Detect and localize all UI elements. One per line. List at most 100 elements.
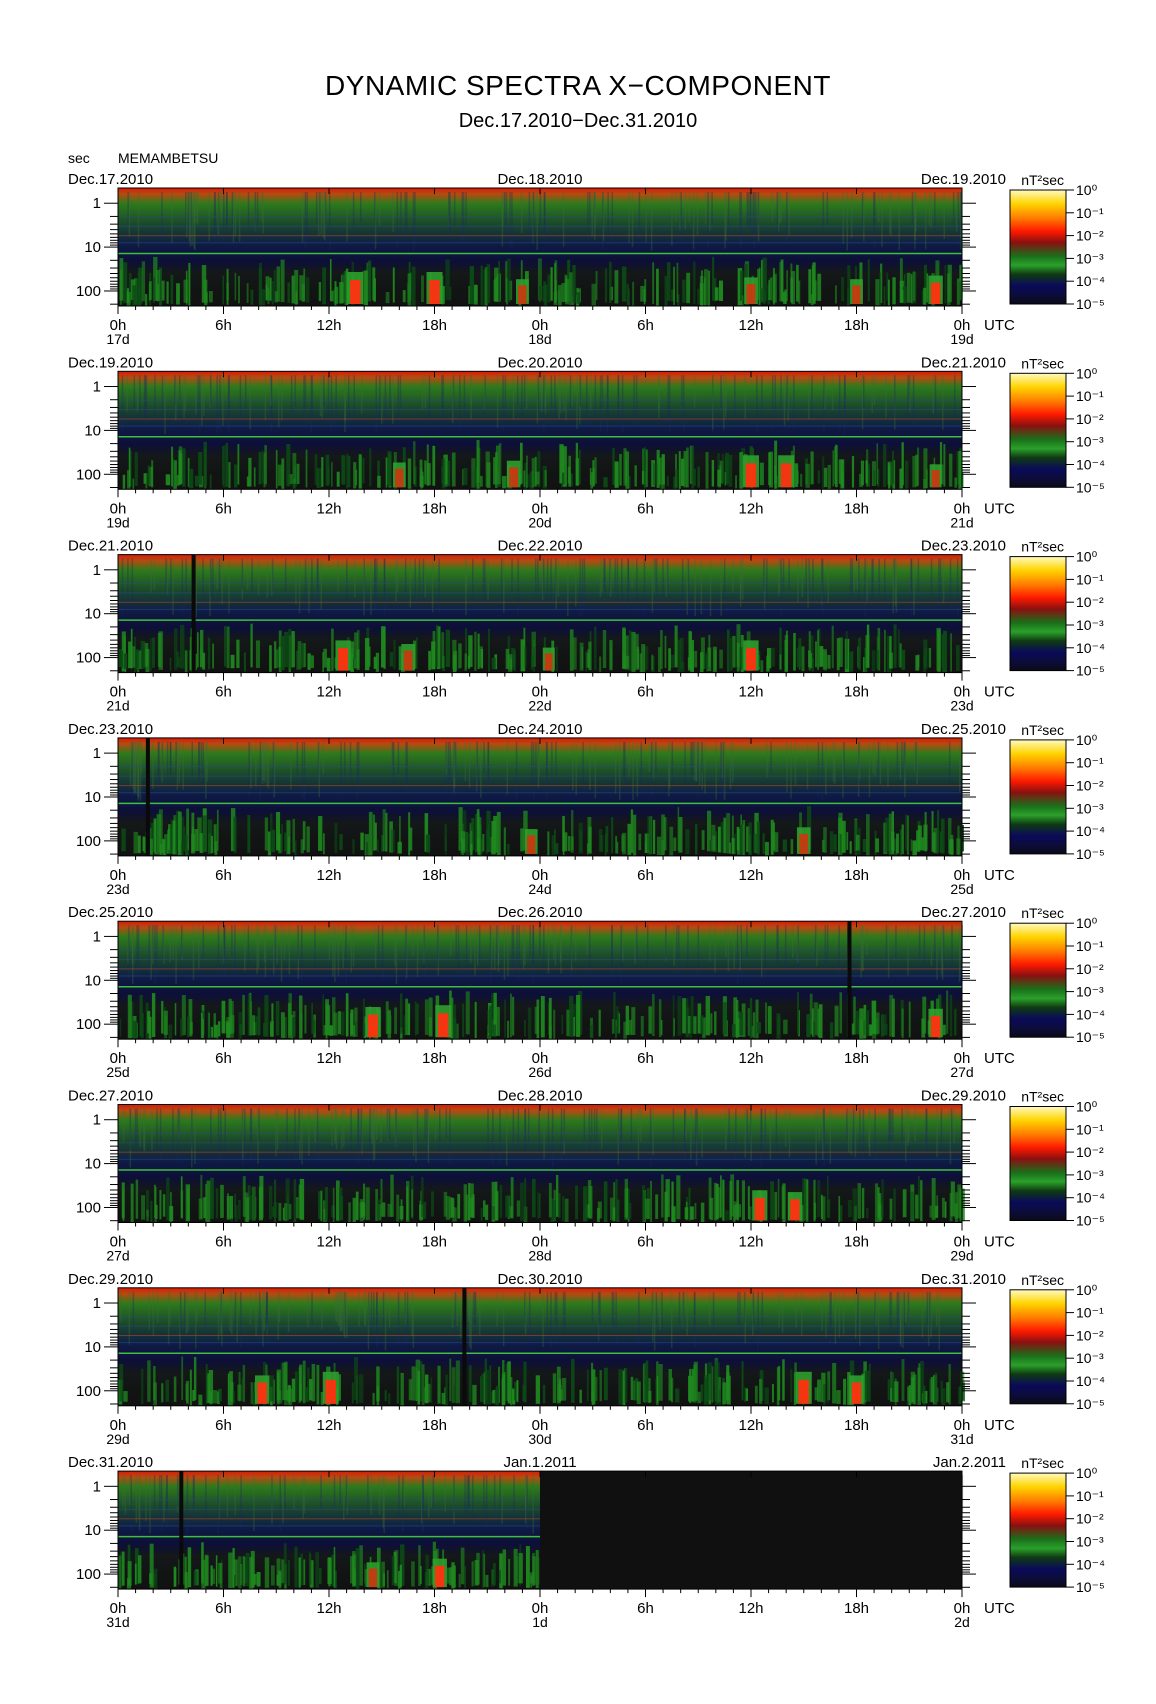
activity-streak bbox=[269, 1020, 274, 1037]
texture-streak bbox=[771, 375, 774, 429]
activity-streak bbox=[949, 994, 953, 1037]
activity-streak bbox=[143, 473, 147, 484]
activity-streak bbox=[604, 268, 608, 303]
activity-streak bbox=[624, 655, 630, 670]
day-label-right: 27d bbox=[950, 1064, 973, 1080]
texture-streak bbox=[593, 192, 596, 240]
texture-streak bbox=[761, 1108, 763, 1161]
activity-streak bbox=[699, 275, 704, 305]
texture-streak bbox=[378, 192, 381, 227]
activity-streak bbox=[767, 1006, 772, 1034]
activity-streak bbox=[464, 653, 467, 671]
activity-streak bbox=[264, 994, 269, 1037]
activity-streak bbox=[943, 630, 947, 673]
activity-streak bbox=[502, 475, 507, 489]
texture-streak bbox=[167, 1291, 170, 1345]
texture-streak bbox=[821, 558, 823, 605]
texture-streak bbox=[394, 1108, 397, 1143]
texture-streak bbox=[547, 925, 550, 974]
activity-streak bbox=[387, 1010, 392, 1039]
texture-streak bbox=[449, 192, 451, 240]
texture-streak bbox=[780, 192, 782, 223]
activity-streak bbox=[407, 273, 412, 306]
activity-streak bbox=[322, 994, 324, 1035]
activity-streak bbox=[121, 650, 123, 669]
activity-streak bbox=[295, 291, 298, 305]
activity-streak bbox=[942, 1197, 945, 1218]
activity-streak bbox=[817, 630, 819, 670]
texture-streak bbox=[179, 1291, 181, 1350]
activity-streak bbox=[269, 277, 272, 301]
texture-streak bbox=[512, 1108, 515, 1145]
x-tick-label: 0h bbox=[110, 1600, 127, 1617]
activity-streak bbox=[756, 1022, 761, 1034]
activity-streak bbox=[176, 283, 180, 305]
activity-streak bbox=[465, 833, 470, 856]
colorbar-label: 10⁻⁴ bbox=[1076, 823, 1105, 839]
y-tick-label: 1 bbox=[93, 1295, 101, 1312]
colorbar-label: 10⁻⁴ bbox=[1076, 273, 1105, 289]
activity-streak bbox=[276, 1574, 279, 1586]
activity-streak bbox=[420, 1190, 422, 1222]
texture-streak bbox=[723, 741, 726, 800]
activity-streak bbox=[714, 1011, 717, 1036]
activity-streak bbox=[832, 450, 835, 487]
activity-streak bbox=[823, 467, 828, 488]
texture-streak bbox=[701, 741, 704, 790]
activity-streak bbox=[562, 829, 565, 856]
texture-streak bbox=[918, 925, 921, 959]
activity-streak bbox=[140, 640, 146, 669]
texture-streak bbox=[779, 558, 781, 593]
texture-streak bbox=[383, 558, 386, 595]
texture-streak bbox=[950, 1108, 953, 1163]
texture-streak bbox=[814, 925, 817, 959]
harmonic-line bbox=[118, 592, 962, 594]
texture-streak bbox=[199, 375, 201, 435]
activity-streak bbox=[171, 446, 174, 487]
activity-streak bbox=[269, 645, 272, 672]
texture-streak bbox=[391, 741, 394, 776]
texture-streak bbox=[461, 192, 464, 241]
activity-streak bbox=[166, 1177, 170, 1221]
activity-streak bbox=[831, 625, 834, 669]
colorbar-label: 10⁻¹ bbox=[1076, 1488, 1104, 1504]
texture-streak bbox=[464, 741, 467, 782]
texture-streak bbox=[304, 192, 307, 248]
x-tick-label: 12h bbox=[738, 684, 763, 701]
activity-streak bbox=[561, 1377, 567, 1401]
texture-streak bbox=[412, 1108, 415, 1157]
activity-streak bbox=[168, 824, 172, 850]
texture-streak bbox=[270, 375, 273, 432]
texture-streak bbox=[402, 1475, 404, 1532]
activity-streak bbox=[155, 1204, 158, 1219]
activity-streak bbox=[367, 260, 372, 302]
texture-streak bbox=[550, 1291, 552, 1350]
texture-streak bbox=[872, 558, 874, 600]
activity-streak bbox=[495, 276, 498, 302]
activity-streak bbox=[717, 1187, 722, 1218]
activity-streak bbox=[165, 474, 171, 486]
texture-streak bbox=[853, 558, 855, 592]
activity-streak bbox=[431, 641, 436, 670]
activity-streak bbox=[428, 650, 432, 671]
texture-streak bbox=[302, 1475, 305, 1520]
texture-streak bbox=[284, 1475, 286, 1512]
texture-streak bbox=[559, 375, 562, 414]
activity-streak bbox=[135, 1548, 139, 1585]
activity-streak bbox=[187, 1016, 190, 1037]
activity-streak bbox=[849, 651, 854, 672]
texture-streak bbox=[823, 1108, 825, 1166]
texture-streak bbox=[424, 1108, 426, 1140]
activity-streak bbox=[821, 1196, 826, 1221]
activity-streak bbox=[474, 468, 477, 486]
activity-streak bbox=[808, 269, 812, 304]
activity-streak bbox=[806, 1179, 809, 1222]
activity-streak bbox=[749, 1206, 752, 1221]
activity-streak bbox=[686, 272, 691, 304]
activity-streak bbox=[808, 650, 811, 668]
activity-streak bbox=[729, 1181, 733, 1221]
texture-streak bbox=[829, 1291, 831, 1345]
texture-streak bbox=[571, 375, 573, 407]
x-tick-label: 18h bbox=[422, 500, 447, 517]
texture-streak bbox=[376, 1291, 378, 1347]
